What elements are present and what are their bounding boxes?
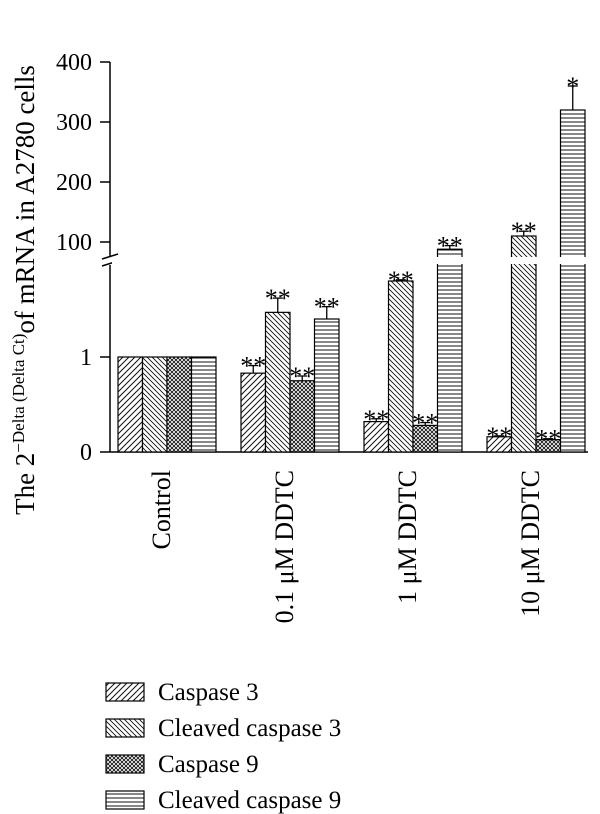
significance-label: ** bbox=[437, 232, 463, 261]
legend-label: Cleaved caspase 3 bbox=[158, 715, 341, 742]
bar bbox=[313, 318, 340, 453]
legend-swatch bbox=[105, 754, 145, 774]
significance-label: ** bbox=[511, 217, 537, 246]
bars-layer: *********************** bbox=[112, 72, 588, 454]
significance-label: ** bbox=[412, 409, 438, 438]
bar bbox=[289, 380, 316, 453]
y-axis-title: The 2−Delta (Delta Ct)of mRNA in A2780 c… bbox=[9, 65, 40, 515]
bar bbox=[141, 356, 168, 453]
legend-label: Cleaved caspase 9 bbox=[158, 787, 341, 814]
y-ticks: 0 1 100 200 300 400 bbox=[56, 50, 110, 466]
legend-label: Caspase 9 bbox=[158, 751, 259, 778]
significance-label: ** bbox=[486, 422, 512, 451]
axis-break-gap bbox=[112, 257, 588, 264]
bar bbox=[387, 280, 414, 453]
y-tick-label: 1 bbox=[80, 345, 92, 371]
bar bbox=[190, 356, 217, 453]
significance-label: ** bbox=[535, 425, 561, 454]
legend-swatch bbox=[105, 790, 145, 810]
bar bbox=[166, 356, 193, 453]
x-tick-label: 1 μM DDTC bbox=[393, 470, 422, 604]
legend-swatch bbox=[105, 682, 145, 702]
significance-label: * bbox=[566, 72, 579, 101]
y-tick-label: 200 bbox=[56, 170, 92, 196]
bar bbox=[436, 248, 463, 453]
significance-label: ** bbox=[363, 405, 389, 434]
bar bbox=[264, 311, 291, 453]
x-tick-label: Control bbox=[147, 470, 176, 549]
significance-label: ** bbox=[265, 284, 291, 313]
bar bbox=[510, 235, 537, 453]
significance-label: ** bbox=[289, 362, 315, 391]
x-tick-label: 10 μM DDTC bbox=[516, 470, 545, 617]
legend-label: Caspase 3 bbox=[158, 679, 259, 706]
significance-label: ** bbox=[314, 293, 340, 322]
y-tick-label: 100 bbox=[56, 230, 92, 256]
significance-label: ** bbox=[388, 266, 414, 295]
y-tick-label: 0 bbox=[80, 440, 92, 466]
bar bbox=[412, 424, 439, 453]
significance-label: ** bbox=[240, 352, 266, 381]
bar bbox=[559, 109, 586, 453]
legend-swatch bbox=[105, 718, 145, 738]
x-tick-labels: Control 0.1 μM DDTC 1 μM DDTC 10 μM DDTC bbox=[147, 470, 545, 623]
y-axis-title-superscript: −Delta (Delta Ct) bbox=[9, 334, 28, 453]
bar bbox=[240, 372, 267, 453]
bar bbox=[117, 356, 144, 453]
y-tick-label: 400 bbox=[56, 50, 92, 76]
x-tick-label: 0.1 μM DDTC bbox=[270, 470, 299, 623]
legend: Caspase 3 Cleaved caspase 3 Caspase 9 Cleav… bbox=[105, 679, 341, 814]
y-tick-label: 300 bbox=[56, 110, 92, 136]
